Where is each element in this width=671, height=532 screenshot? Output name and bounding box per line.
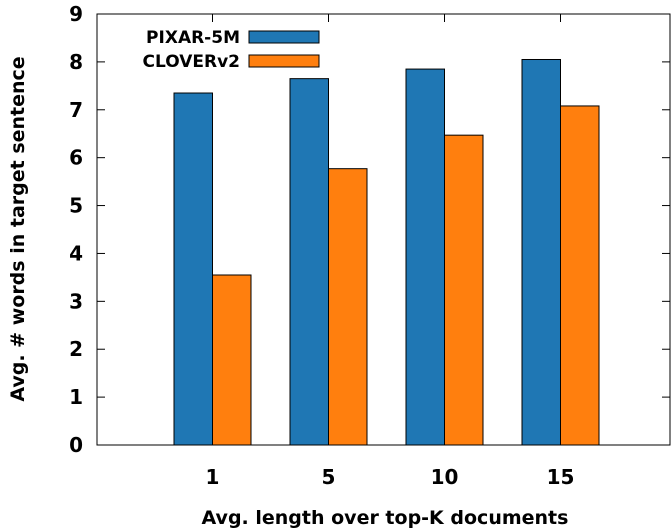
y-tick-label: 3	[69, 289, 83, 313]
bar-pixar-5m-5	[289, 78, 329, 446]
x-tick-label: 15	[547, 465, 575, 489]
bar-pixar-5m-1	[173, 92, 213, 446]
x-tick-labels: 1 5 10 15	[206, 465, 575, 489]
bar-pixar-5m-10	[405, 68, 445, 446]
bars-group	[173, 58, 600, 446]
y-tick-label: 7	[69, 98, 83, 122]
bar-cloverv2-15	[560, 105, 600, 446]
legend: PIXAR-5M CLOVERv2	[143, 28, 320, 72]
y-axis-title: Avg. # words in target sentence	[7, 56, 29, 401]
ticks-group	[97, 13, 670, 446]
x-tick-label: 5	[322, 465, 336, 489]
y-tick-label: 0	[69, 433, 83, 457]
bar-cloverv2-1	[212, 274, 252, 446]
bar-cloverv2-10	[444, 134, 484, 446]
plot-frame	[96, 13, 671, 446]
y-tick-label: 5	[69, 194, 83, 218]
x-tick-label: 10	[431, 465, 459, 489]
y-tick-label: 4	[69, 241, 83, 265]
y-tick-label: 1	[69, 385, 83, 409]
bar-pixar-5m-15	[521, 58, 561, 446]
legend-swatch	[248, 30, 320, 44]
legend-swatch	[248, 54, 320, 68]
y-tick-label: 6	[69, 146, 83, 170]
legend-label: PIXAR-5M	[146, 28, 240, 48]
x-tick-label: 1	[206, 465, 220, 489]
y-tick-label: 2	[69, 337, 83, 361]
y-tick-labels: 0 1 2 3 4 5 6 7 8 9	[69, 2, 83, 457]
y-tick-label: 8	[69, 50, 83, 74]
bar-cloverv2-5	[328, 168, 368, 446]
x-axis-title: Avg. length over top-K documents	[202, 507, 569, 529]
y-tick-label: 9	[69, 2, 83, 26]
legend-label: CLOVERv2	[143, 52, 240, 72]
